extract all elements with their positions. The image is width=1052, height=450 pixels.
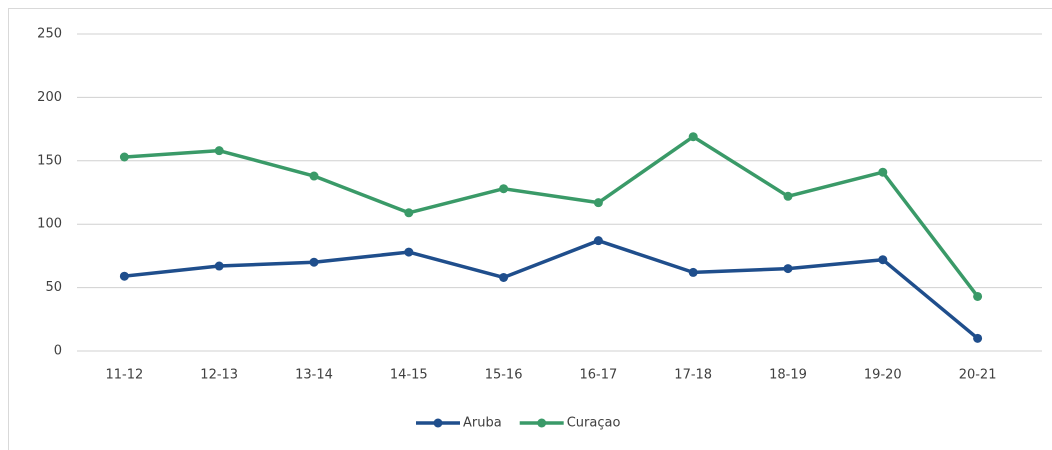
data-point <box>404 247 414 257</box>
data-point <box>119 271 129 281</box>
x-tick-label: 15-16 <box>485 368 523 383</box>
legend-label: Aruba <box>463 416 502 431</box>
data-point <box>593 236 603 246</box>
x-tick-label: 18-19 <box>769 368 807 383</box>
x-tick-label: 19-20 <box>864 368 902 383</box>
legend-marker <box>433 418 443 428</box>
x-tick-label: 11-12 <box>106 368 144 383</box>
data-point <box>214 146 224 156</box>
data-point <box>878 255 888 265</box>
data-point <box>309 171 319 181</box>
data-point <box>309 257 319 267</box>
x-tick-label: 20-21 <box>959 368 997 383</box>
x-tick-label: 14-15 <box>390 368 428 383</box>
data-point <box>973 291 983 301</box>
y-tick-label: 200 <box>37 90 62 105</box>
data-point <box>688 132 698 142</box>
y-tick-label: 100 <box>37 217 62 232</box>
legend-label: Curaçao <box>567 416 621 431</box>
data-point <box>119 152 129 162</box>
legend-marker <box>537 418 547 428</box>
data-point <box>404 208 414 218</box>
x-tick-label: 16-17 <box>580 368 618 383</box>
x-tick-label: 17-18 <box>674 368 712 383</box>
x-tick-label: 13-14 <box>295 368 333 383</box>
data-point <box>593 198 603 208</box>
chart-frame <box>8 8 1052 450</box>
data-point <box>214 261 224 271</box>
x-tick-label: 12-13 <box>200 368 238 383</box>
data-point <box>783 191 793 201</box>
series-line <box>124 238 979 340</box>
series-line <box>124 134 979 298</box>
data-point <box>688 267 698 277</box>
y-tick-label: 250 <box>37 27 62 42</box>
data-point <box>973 333 983 343</box>
y-tick-label: 150 <box>37 153 62 168</box>
y-tick-label: 0 <box>54 344 62 359</box>
data-point <box>783 264 793 274</box>
data-point <box>878 167 888 177</box>
y-tick-label: 50 <box>45 280 62 295</box>
data-point <box>499 184 509 194</box>
data-point <box>499 272 509 282</box>
